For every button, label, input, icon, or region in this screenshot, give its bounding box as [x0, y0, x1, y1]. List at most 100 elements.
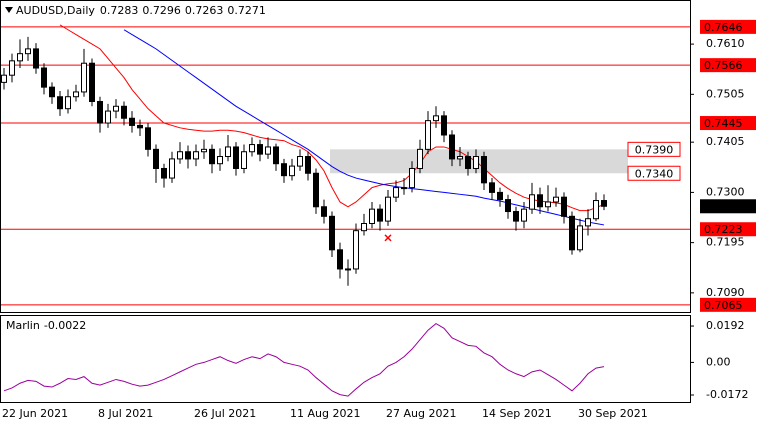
candle-body	[57, 96, 63, 110]
candle-body	[481, 156, 487, 184]
level-label: 0.7445	[704, 117, 743, 130]
indicator-y-tick-label: 0.00	[706, 355, 731, 368]
level-label-box	[700, 222, 756, 237]
candle-body	[249, 144, 255, 153]
candle-body	[409, 167, 415, 189]
candle-body	[449, 134, 455, 160]
candle-body	[265, 146, 271, 155]
candle-body	[337, 249, 343, 270]
candle-body	[65, 96, 71, 110]
candle-body	[193, 151, 199, 160]
candle-body	[241, 151, 247, 169]
chart-header: AUDUSD,Daily 0.7283 0.7296 0.7263 0.7271	[16, 4, 266, 17]
candle-body	[369, 208, 375, 224]
indicator-y-tick-label: -0.0172	[706, 388, 748, 401]
candle-body	[545, 201, 551, 208]
candle-body	[161, 167, 167, 179]
y-tick-label: 0.7405	[706, 135, 745, 148]
candle-body	[313, 172, 319, 208]
candle-body	[289, 165, 295, 177]
indicator-y-tick-label: 0.0192	[706, 319, 745, 332]
candle-body	[217, 156, 223, 165]
candle-body	[505, 199, 511, 213]
level-label-box	[700, 297, 756, 312]
moving-average	[59, 24, 605, 212]
header-value: 0.7263	[185, 4, 224, 17]
candle-body	[377, 208, 383, 222]
candle-body	[433, 115, 439, 122]
candle-body	[537, 194, 543, 208]
candle-body	[169, 158, 175, 179]
candle-body	[529, 194, 535, 210]
zone-label-box	[627, 141, 681, 157]
candle-body	[513, 211, 519, 222]
candle-body	[273, 146, 279, 165]
last-price-label: 0.7271	[704, 200, 743, 213]
cross-marker	[384, 234, 392, 242]
candle-body	[89, 62, 95, 103]
candle-body	[113, 105, 119, 112]
level-label-box	[700, 58, 756, 73]
level-label: 0.7646	[704, 21, 743, 34]
candle-body	[553, 196, 559, 203]
candle-body	[385, 196, 391, 222]
y-tick-label: 0.7300	[706, 185, 745, 198]
y-tick-label: 0.7610	[706, 37, 745, 50]
candle-body	[497, 191, 503, 201]
candle-body	[417, 148, 423, 169]
zone-label-box	[627, 165, 681, 181]
indicator-header: Marlin -0.0022	[6, 319, 86, 332]
candle-body	[137, 124, 143, 129]
candle-body	[49, 86, 55, 98]
candle-body	[33, 48, 39, 69]
x-tick-label: 26 Jul 2021	[194, 407, 256, 420]
header-arrow	[5, 7, 13, 13]
candle-body	[569, 215, 575, 251]
y-tick-label: 0.7505	[706, 87, 745, 100]
candle-body	[41, 67, 47, 88]
candle-body	[561, 196, 567, 217]
x-tick-label: 14 Sep 2021	[482, 407, 552, 420]
sub-frame	[0, 315, 691, 403]
candle-body	[281, 163, 287, 177]
x-tick-label: 22 Jun 2021	[2, 407, 68, 420]
level-label: 0.7566	[704, 59, 743, 72]
candle-body	[129, 117, 135, 126]
plot: 0.7390 0.7340 0.7610 0.7505 0.7405 0.7300 0.71…	[1, 19, 756, 420]
candle-body	[321, 206, 327, 217]
zone-label: 0.7340	[635, 167, 674, 180]
x-tick-label: 27 Aug 2021	[386, 407, 456, 420]
level-label: 0.7065	[704, 299, 743, 312]
last-price-box	[700, 199, 756, 214]
x-tick-label: 8 Jul 2021	[98, 407, 153, 420]
candle-body	[201, 148, 207, 153]
candle-body	[601, 200, 607, 207]
candle-body	[97, 101, 103, 124]
candle-body	[401, 187, 407, 190]
candle-body	[17, 53, 23, 62]
y-tick-label: 0.7090	[706, 286, 745, 299]
candle-body	[1, 74, 7, 83]
candle-body	[121, 105, 127, 119]
candle-body	[441, 115, 447, 136]
candle-body	[425, 120, 431, 150]
header-value: 0.7271	[227, 4, 266, 17]
indicator-value: -0.0022	[44, 319, 86, 332]
candle-body	[9, 60, 15, 76]
header-value: 0.7283	[100, 4, 139, 17]
candle-body	[145, 127, 151, 150]
candle-body	[457, 156, 463, 160]
indicator-line	[3, 322, 605, 397]
y-tick-label: 0.7195	[706, 236, 745, 249]
candle-body	[185, 151, 191, 160]
candle-body	[305, 156, 311, 174]
header-value: 0.7296	[142, 4, 181, 17]
candle-body	[489, 182, 495, 193]
candle-body	[105, 110, 111, 124]
candle-body	[257, 144, 263, 155]
candle-body	[473, 156, 479, 169]
candle-body	[329, 215, 335, 251]
candle-body	[521, 208, 527, 222]
chart-title: AUDUSD,Daily	[16, 4, 95, 17]
level-label-box	[700, 19, 756, 34]
